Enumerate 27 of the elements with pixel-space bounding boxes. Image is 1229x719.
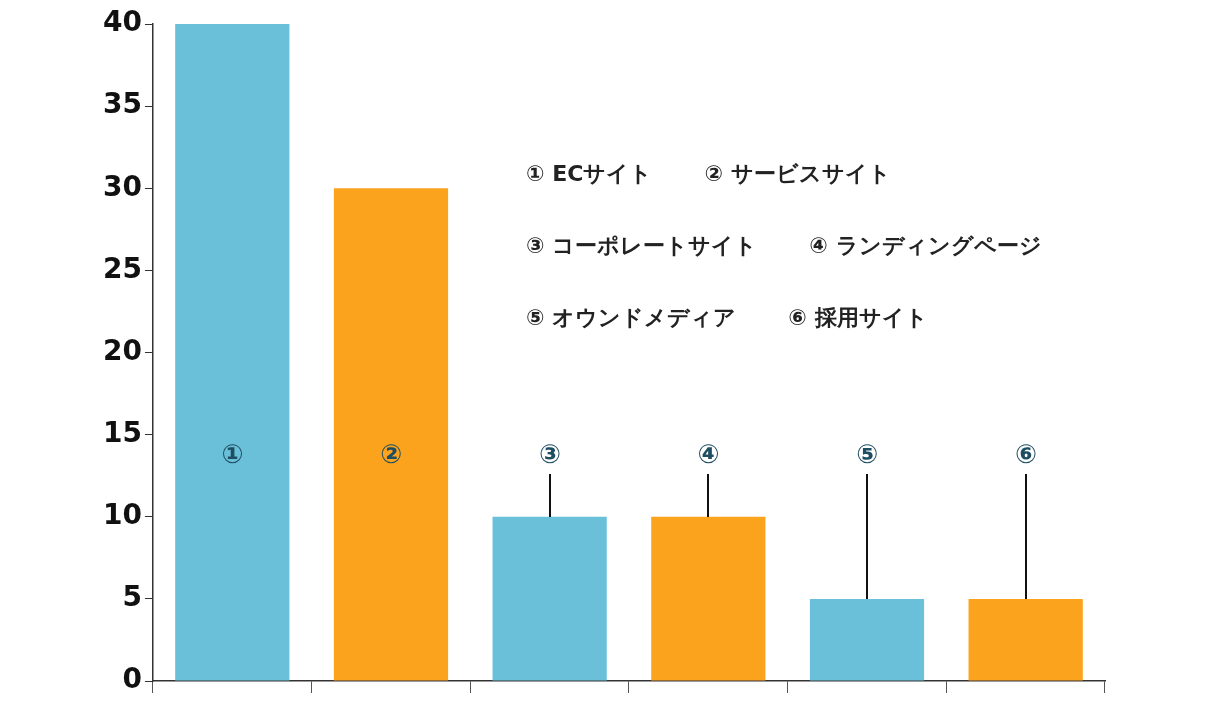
y-tick-label: 25 [103,251,142,285]
bar [333,188,449,681]
annotation: ⑤ オウンドメディア [526,304,737,332]
x-tick-label: ② [379,439,402,470]
bar [492,516,607,681]
annotation: ① ECサイト [526,160,653,188]
annotation: ⑥ 採用サイト [788,304,928,332]
x-tick-label: ⑥ [1014,439,1037,470]
y-tick-label: 30 [103,169,142,203]
x-tick-label: ③ [538,439,561,470]
bar [809,598,925,681]
bar [651,516,766,681]
y-tick-label: 5 [122,580,142,614]
annotation: ③ コーポレートサイト [526,232,758,260]
y-tick-label: 20 [103,333,142,367]
annotation: ② サービスサイト [704,160,891,188]
y-tick-label: 10 [103,498,142,532]
y-tick-label: 35 [103,87,142,121]
x-tick-label: ⑤ [855,439,878,470]
annotation: ④ ランディングページ [809,232,1042,260]
bar [968,598,1083,681]
bar [175,24,290,681]
x-tick-label: ④ [697,439,720,470]
y-tick-label: 0 [122,662,142,696]
x-tick-label: ① [221,439,244,470]
y-tick-label: 15 [103,415,142,449]
y-tick-label: 40 [103,5,142,39]
